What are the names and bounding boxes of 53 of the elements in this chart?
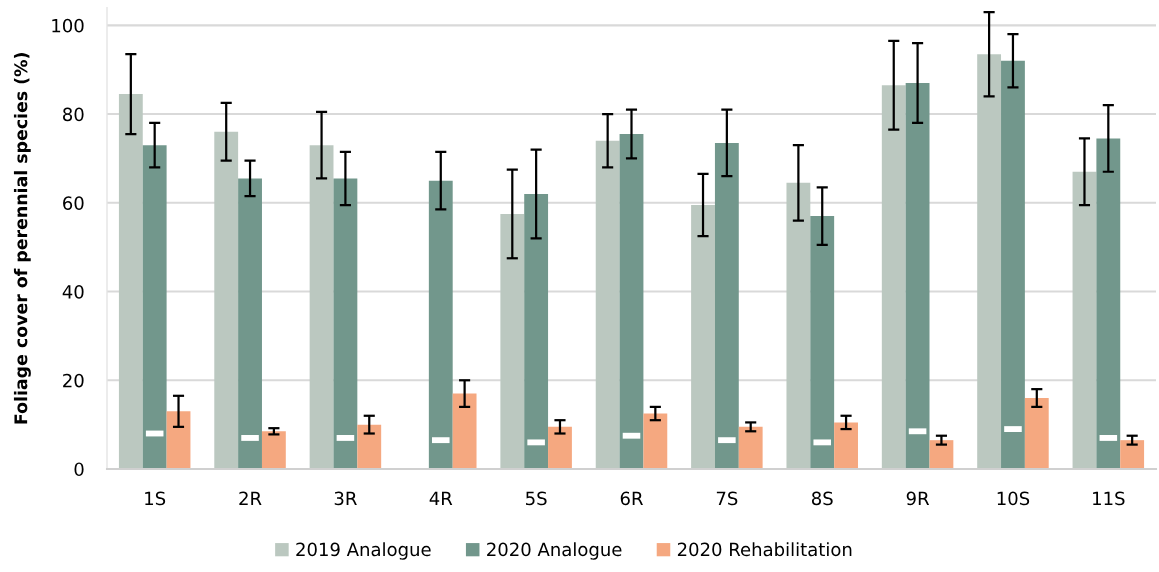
x-tick-label: 9R xyxy=(906,491,930,506)
bar xyxy=(261,431,286,469)
bar xyxy=(595,140,620,469)
x-tick-label: 6R xyxy=(620,491,643,506)
bar xyxy=(881,85,906,469)
bar xyxy=(1120,440,1145,469)
y-tick-label: 60 xyxy=(63,196,84,210)
bar xyxy=(738,426,763,469)
bar xyxy=(643,413,668,469)
x-tick-label: 7S xyxy=(716,491,738,506)
bar xyxy=(691,205,715,469)
x-tick-label: 3R xyxy=(334,491,357,506)
bar xyxy=(548,426,572,469)
y-tick-label: 80 xyxy=(63,107,84,122)
legend-label: 2020 Rehabilitation xyxy=(677,542,852,557)
legend-label: 2019 Analogue xyxy=(296,542,431,560)
y-tick-label: 0 xyxy=(74,462,84,477)
bar xyxy=(238,178,262,469)
x-tick-label: 4R xyxy=(429,491,453,505)
x-tick-label: 1S xyxy=(145,491,166,506)
bar xyxy=(714,142,739,469)
bar xyxy=(166,411,191,469)
bar xyxy=(309,145,334,469)
bar xyxy=(500,213,525,469)
y-tick-label: 100 xyxy=(52,18,84,33)
x-tick-label: 11S xyxy=(1093,491,1125,506)
x-tick-label: 8S xyxy=(811,491,833,506)
x-tick-label: 10S xyxy=(997,491,1030,506)
bar xyxy=(452,393,477,469)
legend-label: 2020 Analogue xyxy=(487,542,622,560)
bar xyxy=(524,193,549,469)
bar xyxy=(1096,138,1121,469)
bar xyxy=(810,216,835,469)
bar xyxy=(1072,171,1097,469)
bar xyxy=(214,131,239,469)
bar xyxy=(929,440,954,469)
bar xyxy=(1024,398,1049,469)
bar xyxy=(1001,60,1025,469)
bar xyxy=(786,182,811,469)
y-tick-label: 20 xyxy=(63,373,84,388)
bar xyxy=(428,180,453,469)
bar xyxy=(142,145,167,469)
bar xyxy=(977,54,1002,469)
bar xyxy=(834,422,858,469)
bar xyxy=(905,83,930,469)
bar xyxy=(118,94,143,469)
bar xyxy=(333,178,358,469)
x-tick-label: 2R xyxy=(239,491,262,505)
y-axis-title: Foliage cover of perennial species (%) xyxy=(13,53,31,424)
bar xyxy=(357,424,382,469)
x-tick-label: 5S xyxy=(526,491,547,506)
y-tick-label: 40 xyxy=(62,285,84,299)
bar xyxy=(619,134,644,469)
